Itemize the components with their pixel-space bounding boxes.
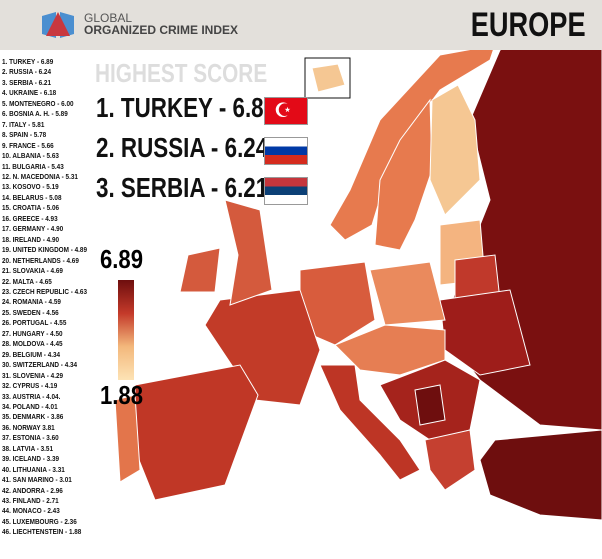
- ranking-item: 44. MONACO - 2.43: [2, 506, 60, 516]
- ranking-item: 43. FINLAND - 2.71: [2, 496, 59, 506]
- russia-flag-icon: [264, 137, 308, 165]
- ranking-item: 27. HUNGARY - 4.50: [2, 328, 63, 338]
- ranking-item: 36. NORWAY 3.81: [2, 422, 55, 432]
- ranking-list: 1. TURKEY - 6.89 2. RUSSIA - 6.24 3. SERBI…: [2, 57, 102, 538]
- ranking-item: 32. CYPRUS - 4.19: [2, 381, 58, 391]
- ranking-item: 35. DENMARK - 3.86: [2, 412, 64, 422]
- serbia-flag-icon: [264, 177, 308, 205]
- ranking-item: 14. BELARUS - 5.08: [2, 192, 62, 202]
- ranking-item: 19. UNITED KINGDOM - 4.89: [2, 245, 88, 255]
- ranking-item: 28. MOLDOVA - 4.45: [2, 339, 63, 349]
- italy: [319, 364, 421, 481]
- ranking-item: 13. KOSOVO - 5.19: [2, 182, 59, 192]
- ranking-item: 33. AUSTRIA - 4.04.: [2, 391, 61, 401]
- ranking-item: 41. SAN MARINO - 3.01: [2, 475, 72, 485]
- france: [204, 289, 321, 406]
- legend-gradient: [118, 280, 134, 380]
- gci-logo-icon: [42, 12, 74, 38]
- ranking-item: 8. SPAIN - 5.78: [2, 130, 47, 140]
- logo-line2: ORGANIZED CRIME INDEX: [84, 23, 239, 37]
- ranking-item: 1. TURKEY - 6.89: [2, 57, 54, 66]
- turkey: [479, 429, 602, 521]
- logo-line1: GLOBAL: [84, 11, 133, 25]
- ranking-item: 3. SERBIA - 6.21: [2, 77, 52, 87]
- top-2: 2. RUSSIA - 6.24: [96, 132, 269, 163]
- ranking-item: 26. PORTUGAL - 4.55: [2, 318, 67, 328]
- poland: [369, 261, 446, 326]
- ranking-item: 34. POLAND - 4.01: [2, 401, 58, 411]
- highest-score-title: HIGHEST SCORE: [95, 58, 268, 88]
- ranking-item: 46. LIECHTENSTEIN - 1.88: [2, 527, 82, 537]
- finland: [429, 84, 481, 216]
- header: GLOBAL ORGANIZED CRIME INDEX EUROPE: [0, 0, 602, 50]
- legend-min: 1.88: [100, 380, 144, 410]
- ranking-item: 42. ANDORRA - 2.96: [2, 485, 63, 495]
- norway: [329, 44, 496, 241]
- ranking-item: 5. MONTENEGRO - 6.00: [2, 98, 74, 108]
- ranking-item: 30. SWITZERLAND - 4.34: [2, 360, 78, 370]
- ireland: [179, 247, 221, 293]
- ranking-item: 22. MALTA - 4.65: [2, 276, 52, 286]
- ranking-item: 21. SLOVAKIA - 4.69: [2, 266, 63, 276]
- ranking-item: 29. BELGIUM - 4.34: [2, 349, 61, 359]
- ranking-item: 45. LUXEMBOURG - 2.36: [2, 516, 77, 526]
- turkey-flag-icon: ☪: [264, 97, 308, 125]
- top-1: 1. TURKEY - 6.89: [96, 92, 277, 123]
- spain: [134, 364, 259, 501]
- iceland: [311, 63, 346, 93]
- ranking-item: 20. NETHERLANDS - 4.69: [2, 255, 79, 265]
- ranking-item: 18. IRELAND - 4.90: [2, 234, 60, 244]
- legend-max: 6.89: [100, 244, 144, 274]
- region-title: EUROPE: [471, 6, 586, 44]
- greece: [424, 429, 476, 491]
- ranking-item: 4. UKRAINE - 6.18: [2, 88, 57, 98]
- ranking-item: 40. LITHUANIA - 3.31: [2, 464, 65, 474]
- serbia: [414, 384, 446, 426]
- uk: [224, 199, 273, 306]
- ranking-item: 31. SLOVENIA - 4.29: [2, 370, 64, 380]
- ranking-item: 38. LATVIA - 3.51: [2, 443, 54, 453]
- ranking-item: 7. ITALY - 5.81: [2, 119, 45, 129]
- portugal: [114, 394, 141, 483]
- ranking-item: 6. BOSNIA A. H. - 5.89: [2, 109, 68, 119]
- ranking-item: 12. N. MACEDONIA - 5.31: [2, 171, 78, 181]
- ranking-item: 23. CZECH REPUBLIC - 4.63: [2, 286, 88, 296]
- ranking-item: 16. GREECE - 4.93: [2, 213, 58, 223]
- top-3: 3. SERBIA - 6.21: [96, 172, 269, 203]
- iceland-inset: [304, 57, 351, 99]
- ranking-item: 10. ALBANIA - 5.63: [2, 151, 59, 161]
- ranking-item: 9. FRANCE - 5.66: [2, 140, 54, 150]
- ranking-item: 15. CROATIA - 5.06: [2, 203, 60, 213]
- ranking-item: 24. ROMANIA - 4.59: [2, 297, 61, 307]
- ranking-item: 37. ESTONIA - 3.60: [2, 433, 59, 443]
- ranking-item: 17. GERMANY - 4.90: [2, 224, 64, 234]
- ranking-item: 25. SWEDEN - 4.56: [2, 307, 59, 317]
- ranking-item: 39. ICELAND - 3.39: [2, 454, 60, 464]
- ranking-item: 11. BULGARIA - 5.43: [2, 161, 64, 171]
- ranking-item: 2. RUSSIA - 6.24: [2, 67, 52, 77]
